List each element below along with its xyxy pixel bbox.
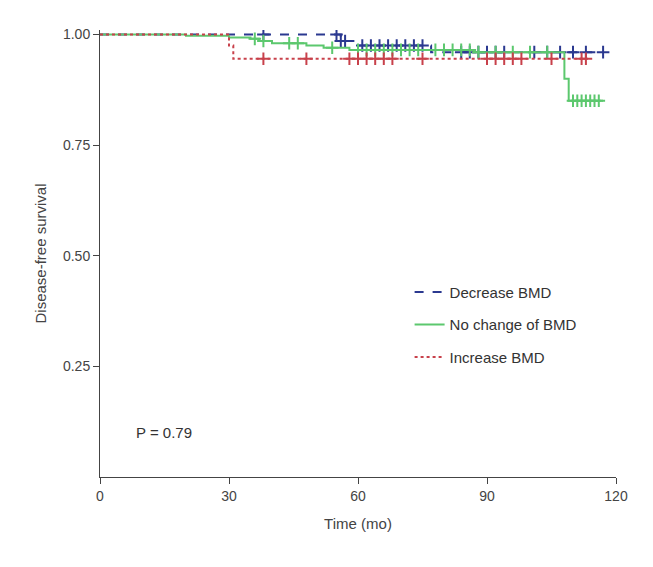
svg-text:0.50: 0.50	[63, 248, 90, 264]
svg-text:90: 90	[479, 488, 495, 504]
svg-text:Time (mo): Time (mo)	[324, 515, 392, 532]
svg-text:0.75: 0.75	[63, 137, 90, 153]
svg-text:30: 30	[221, 488, 237, 504]
svg-text:Decrease BMD: Decrease BMD	[450, 284, 552, 301]
svg-text:120: 120	[604, 488, 628, 504]
svg-text:No change of BMD: No change of BMD	[450, 316, 577, 333]
svg-text:0.25: 0.25	[63, 358, 90, 374]
svg-text:0: 0	[96, 488, 104, 504]
svg-text:P = 0.79: P = 0.79	[136, 424, 192, 441]
svg-text:Disease-free survival: Disease-free survival	[32, 183, 49, 323]
svg-text:Increase BMD: Increase BMD	[450, 349, 545, 366]
svg-text:60: 60	[350, 488, 366, 504]
svg-text:1.00: 1.00	[63, 26, 90, 42]
